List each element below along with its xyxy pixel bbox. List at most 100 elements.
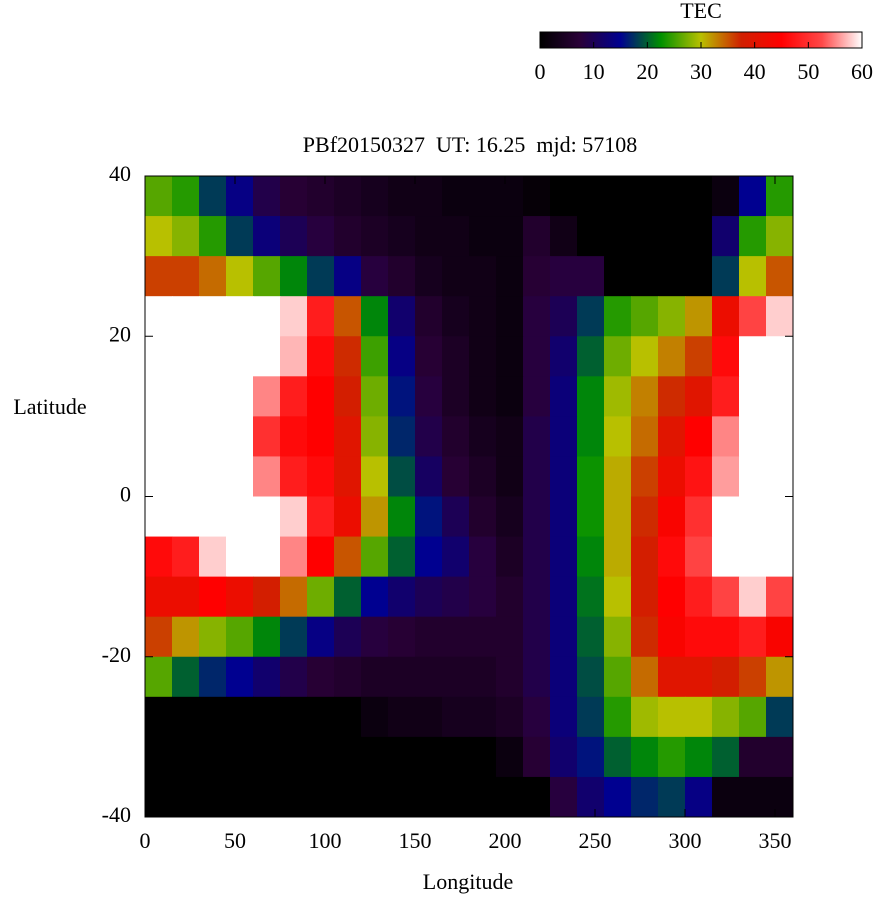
heatmap-cell [496,216,524,257]
heatmap-cell [415,536,443,578]
heatmap-cell [199,576,227,618]
heatmap-cell [334,576,362,618]
heatmap-cell [226,496,254,538]
heatmap-cell [442,296,470,337]
heatmap-cell [577,776,605,818]
heatmap-cell [361,216,389,257]
heatmap-cell [334,296,362,337]
heatmap-cell [226,296,254,337]
x-tick-label: 100 [309,828,342,853]
colorbar-tick-label: 10 [583,59,605,84]
heatmap-cell [334,616,362,658]
heatmap-cell [334,496,362,538]
heatmap-cell [604,736,632,778]
heatmap-cell [226,336,254,377]
heatmap-cell [388,696,416,738]
heatmap-cell [199,336,227,377]
heatmap-cell [442,736,470,778]
colorbar-tick-label: 0 [535,59,546,84]
heatmap-cell [658,496,686,538]
heatmap-cell [496,576,524,618]
heatmap-cell [280,736,308,778]
heatmap-cell [253,416,281,457]
heatmap-cell [280,576,308,618]
heatmap-cell [442,656,470,698]
heatmap-cell [280,216,308,257]
heatmap-cell [577,576,605,618]
heatmap-cell [658,256,686,297]
heatmap-cell [253,656,281,698]
heatmap-cell [712,496,740,538]
heatmap-cell [766,576,794,618]
heatmap-cell [550,176,578,217]
heatmap-cell [253,296,281,337]
heatmap-cell [550,776,578,818]
heatmap-cell [604,616,632,658]
heatmap-cell [685,376,713,417]
x-tick-label: 200 [489,828,522,853]
colorbar-tick-label: 50 [797,59,819,84]
heatmap-cell [685,736,713,778]
heatmap-cell [577,176,605,217]
heatmap-cell [415,296,443,337]
heatmap-cell [199,416,227,457]
heatmap-cell [226,776,254,818]
heatmap-cell [199,216,227,257]
heatmap-cell [199,456,227,497]
colorbar-label: TEC [680,0,722,23]
heatmap-cell [253,456,281,497]
heatmap-cell [685,416,713,457]
heatmap-cell [469,576,497,618]
heatmap-cell [226,416,254,457]
heatmap-cell [658,536,686,578]
heatmap-cell [253,256,281,297]
heatmap-cell [388,496,416,538]
heatmap-cell [442,376,470,417]
heatmap-cell [658,176,686,217]
x-tick-label: 250 [579,828,612,853]
heatmap-cell [658,416,686,457]
heatmap-cell [145,416,173,457]
heatmap-cell [577,416,605,457]
heatmap-cell [631,736,659,778]
heatmap-cell [550,456,578,497]
heatmap-cell [361,536,389,578]
heatmap-cell [172,336,200,377]
heatmap-cell [388,216,416,257]
heatmap-cell [523,216,551,257]
heatmap-cell [334,696,362,738]
heatmap-cell [577,296,605,337]
heatmap-cell [631,536,659,578]
heatmap-cell [604,416,632,457]
heatmap-cell [739,336,767,377]
heatmap-cell [766,696,794,738]
heatmap-cell [523,376,551,417]
heatmap-cell [712,536,740,578]
heatmap-cell [631,456,659,497]
y-axis-label: Latitude [13,394,86,419]
heatmap-cell [442,336,470,377]
heatmap-cell [550,296,578,337]
heatmap-cell [685,296,713,337]
heatmap-cell [523,536,551,578]
heatmap-cell [577,336,605,377]
heatmap-cell [550,616,578,658]
heatmap-cell [712,216,740,257]
heatmap-cell [658,776,686,818]
heatmap-cell [766,336,794,377]
colorbar-tick-label: 60 [851,59,873,84]
heatmap-cell [739,456,767,497]
heatmap-cell [739,656,767,698]
heatmap-cell [685,656,713,698]
heatmap-cell [226,616,254,658]
heatmap-cell [226,456,254,497]
heatmap-cell [604,256,632,297]
colorbar-tick-label: 40 [744,59,766,84]
heatmap-cell [388,416,416,457]
heatmap-cell [307,656,335,698]
heatmap-cell [361,776,389,818]
heatmap-cell [199,696,227,738]
heatmap-cell [199,776,227,818]
